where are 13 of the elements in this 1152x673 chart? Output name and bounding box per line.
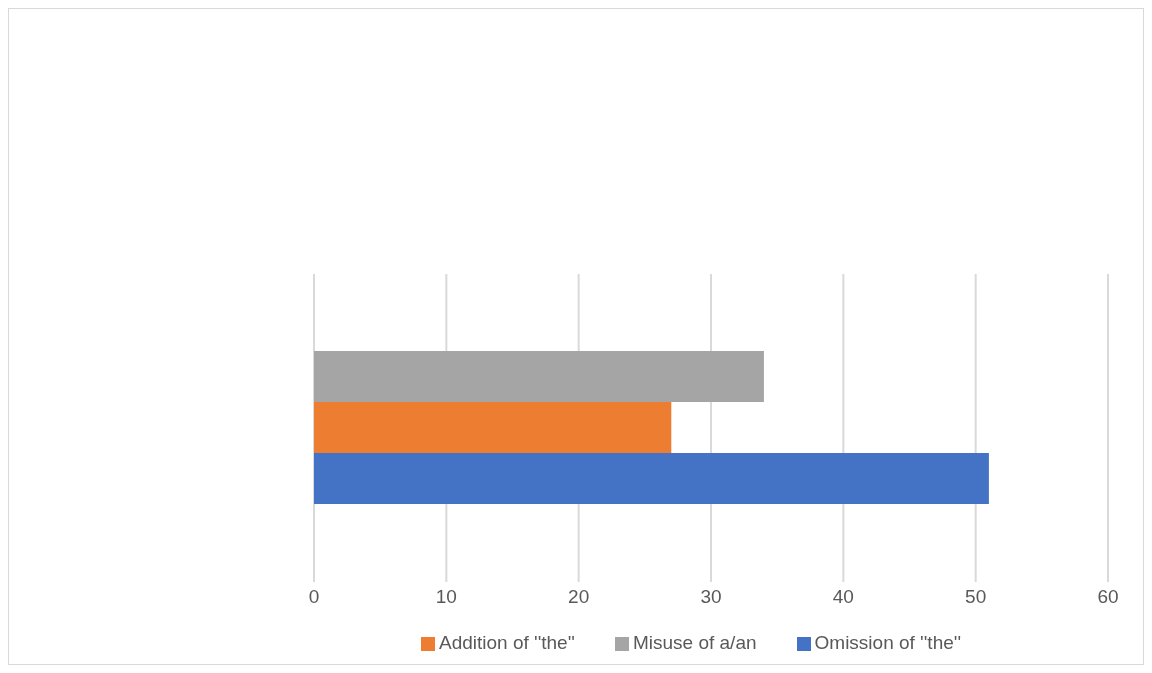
x-tick-label: 40 (832, 586, 854, 608)
x-tick-label: 10 (435, 586, 457, 608)
x-tick-label: 60 (1097, 586, 1119, 608)
x-tick-label: 20 (568, 586, 590, 608)
bar (314, 453, 989, 504)
x-tick-label: 30 (700, 586, 722, 608)
bar (314, 402, 672, 453)
legend-label: Omission of ''the'' (814, 632, 962, 653)
bar (314, 351, 764, 402)
x-tick-label: 0 (308, 586, 320, 608)
legend-label: Misuse of a/an (632, 632, 757, 653)
legend-label: Addition of ''the'' (438, 632, 575, 653)
x-tick-label: 50 (965, 586, 987, 608)
